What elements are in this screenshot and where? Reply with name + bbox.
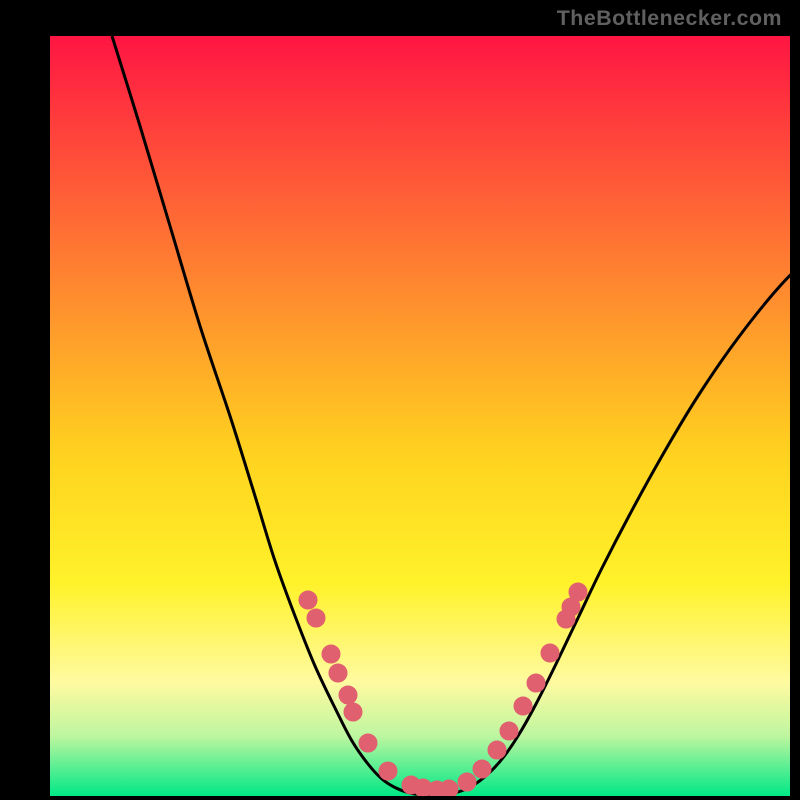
chart-container: TheBottlenecker.com [0,0,800,800]
watermark-text: TheBottlenecker.com [557,6,782,31]
plot-area [50,36,790,796]
